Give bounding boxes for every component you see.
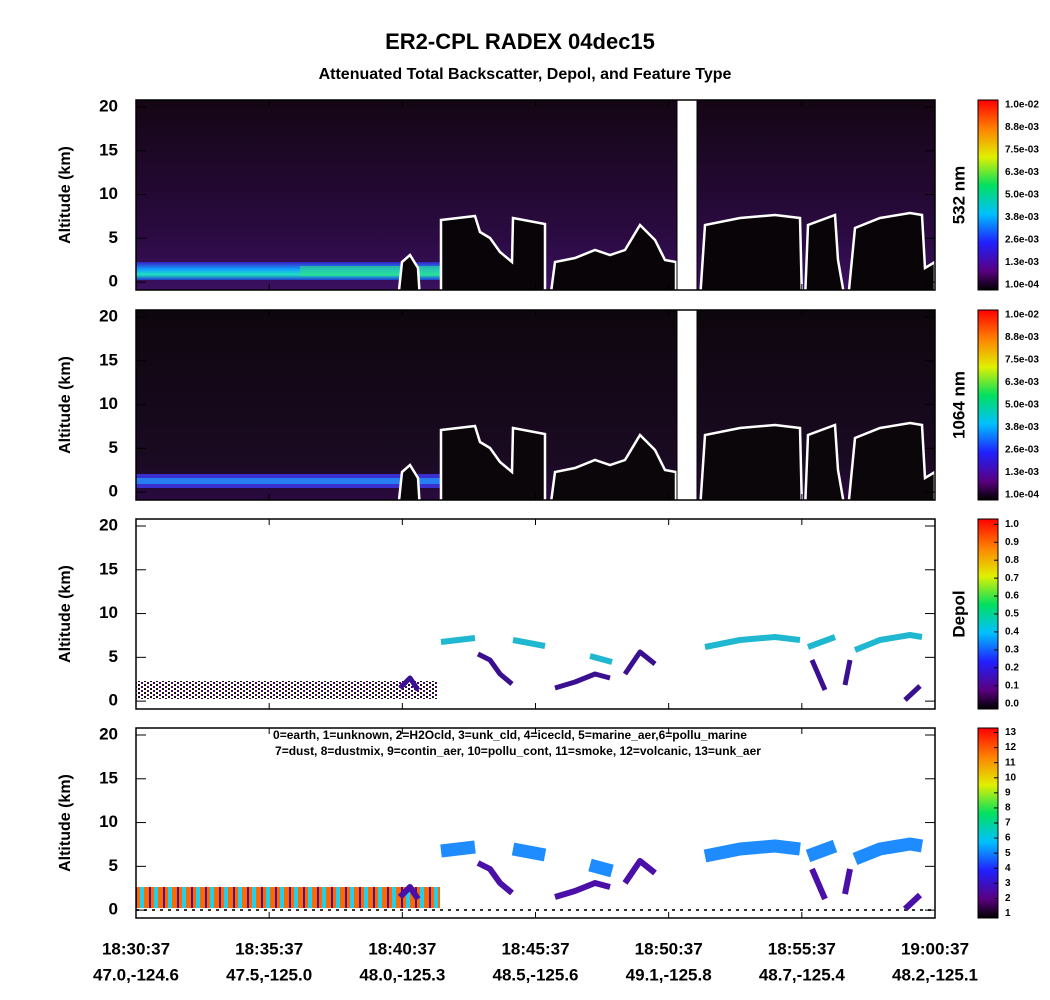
colorbar-tick-label: 0.0 — [1005, 698, 1019, 709]
x-tick-time: 18:30:37 — [102, 939, 170, 958]
x-tick-position: 48.0,-125.3 — [359, 965, 445, 984]
colorbar-tick-label: 5 — [1005, 848, 1011, 859]
y-tick-label: 10 — [99, 603, 118, 622]
y-tick-label: 5 — [109, 228, 118, 247]
x-tick-time: 18:45:37 — [501, 939, 569, 958]
x-tick-position: 49.1,-125.8 — [626, 965, 712, 984]
colorbar-tick-label: 0.3 — [1005, 644, 1019, 655]
y-tick-label: 20 — [99, 515, 118, 534]
colorbar-tick-label: 0.8 — [1005, 555, 1019, 566]
y-tick-label: 20 — [99, 306, 118, 325]
colorbar-tick-label: 1.0 — [1005, 519, 1019, 530]
x-tick-time: 18:40:37 — [368, 939, 436, 958]
colorbar-tick-label: 10 — [1005, 772, 1017, 783]
colorbar-tick-label: 4 — [1005, 863, 1011, 874]
y-tick-label: 15 — [99, 350, 118, 369]
curtain-feature — [136, 844, 935, 910]
y-tick-label: 5 — [109, 647, 118, 666]
colorbar-tick-label: 11 — [1005, 757, 1016, 768]
colorbar-tick-label: 3.8e-03 — [1005, 422, 1039, 433]
colorbar-tick-label: 7.5e-03 — [1005, 145, 1039, 156]
colorbar-tick-label: 2.6e-03 — [1005, 445, 1039, 456]
y-tick-label: 10 — [99, 394, 118, 413]
colorbar — [977, 309, 999, 501]
y-tick-label: 0 — [109, 272, 118, 291]
colorbar-tick-label: 0.7 — [1005, 573, 1019, 584]
colorbar-tick-label: 1.3e-03 — [1005, 257, 1039, 268]
colorbar-tick-label: 7 — [1005, 818, 1011, 829]
y-tick-label: 15 — [99, 140, 118, 159]
colorbar-tick-label: 0.2 — [1005, 662, 1019, 673]
x-tick-position: 48.2,-125.1 — [892, 965, 978, 984]
colorbar-tick-label: 1.0e-04 — [1005, 280, 1039, 291]
colorbar-label: 532 nm — [949, 166, 968, 225]
y-tick-label: 0 — [109, 482, 118, 501]
colorbar-tick-label: 0.9 — [1005, 537, 1019, 548]
x-tick-position: 48.5,-125.6 — [492, 965, 578, 984]
y-tick-label: 0 — [109, 900, 118, 919]
colorbar-tick-label: 0.1 — [1005, 680, 1019, 691]
colorbar-label: Depol — [949, 590, 968, 637]
y-axis-label: Altitude (km) — [57, 356, 74, 454]
colorbar-tick-label: 3 — [1005, 878, 1011, 889]
y-tick-label: 0 — [109, 691, 118, 710]
y-tick-label: 20 — [99, 96, 118, 115]
colorbar-tick-label: 1.3e-03 — [1005, 467, 1039, 478]
colorbar-tick-label: 8 — [1005, 803, 1011, 814]
colorbar-tick-label: 5.0e-03 — [1005, 400, 1039, 411]
y-tick-label: 20 — [99, 724, 118, 743]
subtitle: Attenuated Total Backscatter, Depol, and… — [319, 66, 732, 83]
colorbar-tick-label: 1.0e-02 — [1005, 310, 1039, 321]
y-tick-label: 10 — [99, 812, 118, 831]
colorbar-tick-label: 2.6e-03 — [1005, 235, 1039, 246]
y-tick-label: 5 — [109, 438, 118, 457]
x-tick-position: 48.7,-125.4 — [759, 965, 846, 984]
colorbar-tick-label: 3.8e-03 — [1005, 212, 1039, 223]
colorbar-tick-label: 2 — [1005, 893, 1011, 904]
colorbar-tick-label: 6.3e-03 — [1005, 377, 1039, 388]
x-tick-position: 47.0,-124.6 — [93, 965, 179, 984]
x-tick-position: 47.5,-125.0 — [226, 965, 312, 984]
colorbar — [977, 99, 999, 291]
colorbar-tick-label: 0.5 — [1005, 609, 1019, 620]
y-axis-label: Altitude (km) — [57, 565, 74, 663]
x-tick-time: 18:35:37 — [235, 939, 303, 958]
colorbar-tick-label: 12 — [1005, 742, 1017, 753]
colorbar-tick-label: 1 — [1005, 908, 1011, 919]
y-tick-label: 15 — [99, 559, 118, 578]
colorbar-tick-label: 9 — [1005, 787, 1011, 798]
y-axis-label: Altitude (km) — [57, 774, 74, 872]
colorbar-tick-label: 13 — [1005, 727, 1017, 738]
colorbar-tick-label: 0.4 — [1005, 627, 1019, 638]
legend-line: 7=dust, 8=dustmix, 9=contin_aer, 10=poll… — [275, 744, 761, 758]
colorbar-tick-label: 7.5e-03 — [1005, 355, 1039, 366]
colorbar-tick-label: 1.0e-04 — [1005, 490, 1039, 501]
colorbar-tick-label: 6 — [1005, 833, 1011, 844]
y-tick-label: 15 — [99, 768, 118, 787]
colorbar-tick-label: 6.3e-03 — [1005, 167, 1039, 178]
colorbar-tick-label: 1.0e-02 — [1005, 100, 1039, 111]
colorbar-tick-label: 5.0e-03 — [1005, 190, 1039, 201]
y-axis-label: Altitude (km) — [57, 146, 74, 244]
y-tick-label: 10 — [99, 184, 118, 203]
colorbar-tick-label: 0.6 — [1005, 591, 1019, 602]
curtain-532 — [136, 100, 935, 290]
colorbar-tick-label: 8.8e-03 — [1005, 332, 1039, 343]
title: ER2-CPL RADEX 04dec15 — [385, 29, 655, 54]
legend-line: 0=earth, 1=unknown, 2=H2Ocld, 3=unk_cld,… — [273, 728, 747, 742]
y-tick-label: 5 — [109, 856, 118, 875]
curtain-1064 — [136, 310, 935, 500]
plot-frame — [135, 518, 936, 710]
curtain-depol — [136, 635, 922, 700]
colorbar-label: 1064 nm — [949, 371, 968, 439]
x-tick-time: 18:55:37 — [768, 939, 836, 958]
x-tick-time: 19:00:37 — [901, 939, 969, 958]
x-tick-time: 18:50:37 — [635, 939, 703, 958]
colorbar-tick-label: 8.8e-03 — [1005, 122, 1039, 133]
